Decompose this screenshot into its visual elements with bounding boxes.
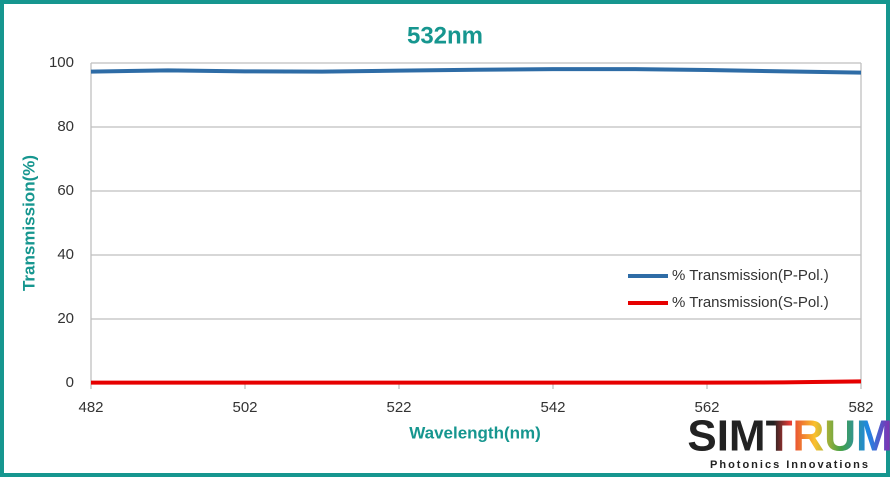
x-tick-label: 522 — [386, 399, 411, 416]
chart-title: 532nm — [407, 22, 483, 49]
y-tick-label: 20 — [57, 310, 74, 327]
series-line — [90, 67, 862, 75]
x-tick-label: 562 — [694, 399, 719, 416]
x-tick-label: 502 — [232, 399, 257, 416]
x-tick-label: 542 — [540, 399, 565, 416]
y-tick-label: 0 — [66, 374, 74, 391]
logo-name: SIMTRUM — [687, 412, 890, 461]
legend-label: % Transmission(P-Pol.) — [672, 267, 829, 284]
logo-tagline: Photonics Innovations — [710, 459, 870, 471]
y-axis-label: Transmission(%) — [19, 155, 38, 291]
y-tick-label: 80 — [57, 118, 74, 135]
x-axis-label: Wavelength(nm) — [409, 423, 541, 442]
series-line — [91, 379, 862, 385]
y-tick-label: 100 — [49, 54, 74, 71]
y-tick-label: 60 — [57, 182, 74, 199]
legend-label: % Transmission(S-Pol.) — [672, 294, 829, 311]
x-tick-label: 482 — [78, 399, 103, 416]
x-tick-label: 582 — [848, 399, 873, 416]
y-tick-label: 40 — [57, 246, 74, 263]
